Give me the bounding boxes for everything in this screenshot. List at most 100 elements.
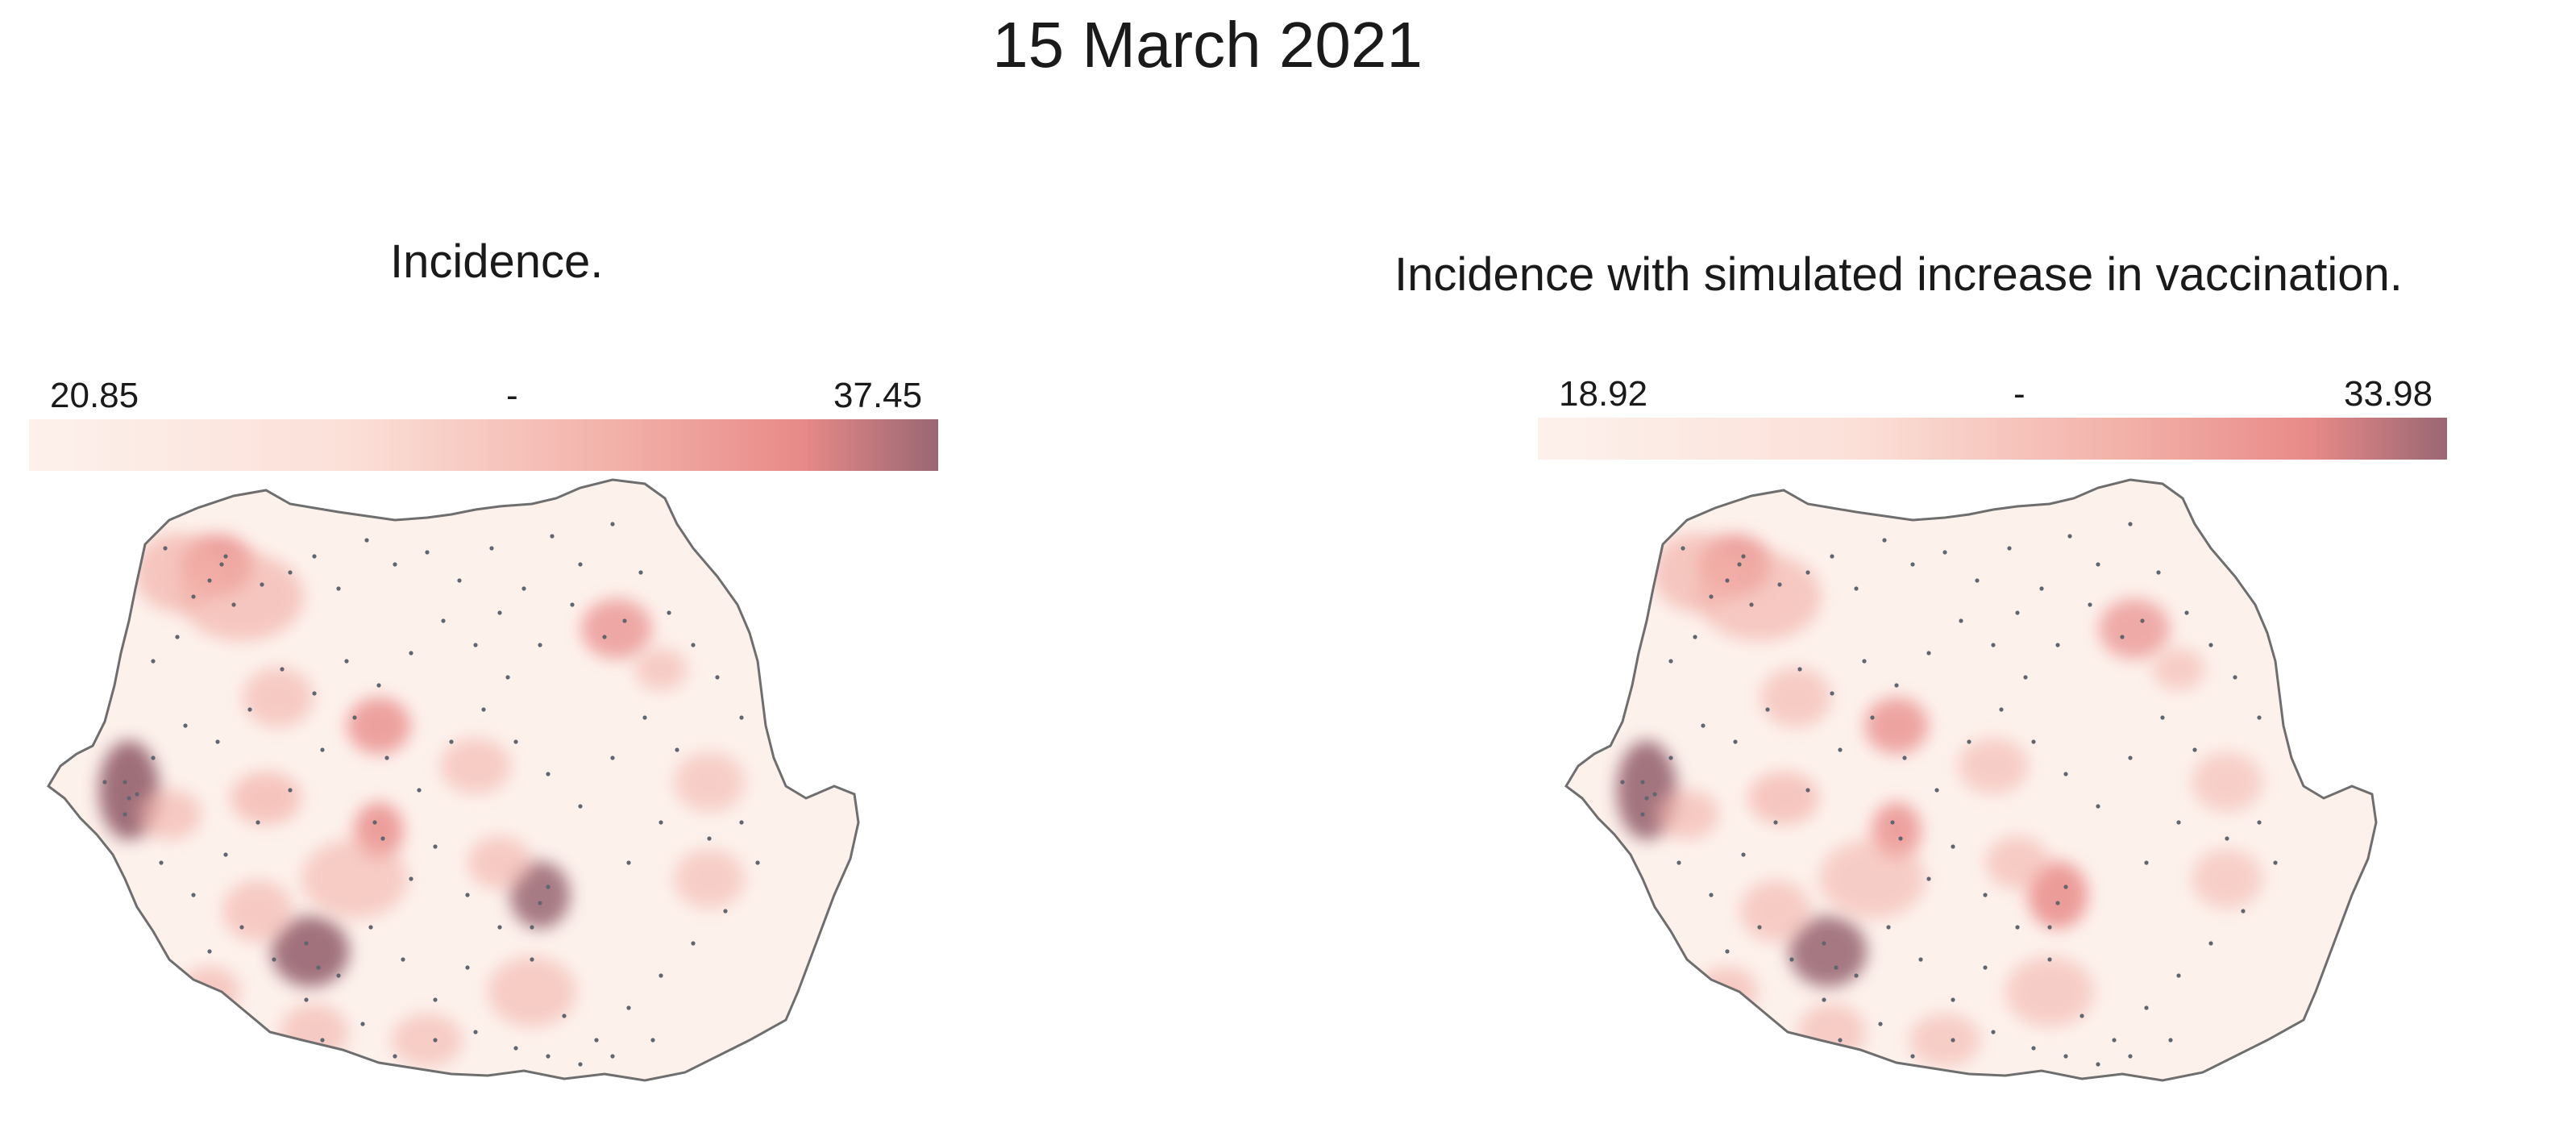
legend-color-bar [29, 419, 938, 471]
station-point [1983, 893, 1988, 897]
station-point [675, 747, 679, 752]
station-point [2225, 836, 2229, 841]
station-point [384, 755, 389, 760]
station-point [546, 1054, 551, 1059]
hotspot [347, 697, 411, 755]
station-point [1890, 820, 1895, 825]
station-point [2047, 957, 2052, 962]
station-point [505, 675, 510, 680]
station-point [360, 1022, 365, 1026]
station-point [2007, 546, 2012, 551]
station-point [550, 534, 555, 539]
station-point [280, 667, 285, 672]
station-point [2047, 925, 2052, 930]
station-point [2112, 1038, 2117, 1043]
station-point [288, 788, 293, 793]
station-point [2055, 643, 2060, 647]
station-point [151, 755, 156, 760]
station-point [2079, 1014, 2084, 1018]
station-point [667, 610, 671, 615]
station-point [1805, 788, 1810, 793]
station-point [352, 715, 357, 720]
station-point [2015, 925, 2020, 930]
station-point [409, 651, 413, 656]
hotspot [2192, 751, 2262, 813]
station-point [1951, 997, 1955, 1002]
station-point [320, 1038, 325, 1043]
station-point [1822, 941, 1826, 946]
hotspot [674, 751, 745, 813]
station-point [650, 1038, 655, 1043]
station-point [1834, 965, 1839, 970]
station-point [1983, 965, 1988, 970]
page-title: 15 March 2021 [992, 9, 1423, 81]
station-point [562, 1014, 567, 1018]
station-point [1709, 594, 1714, 599]
station-point [1805, 570, 1810, 575]
station-point [2096, 1062, 2100, 1067]
station-point [2257, 820, 2262, 825]
station-point [272, 957, 276, 962]
station-point [231, 602, 236, 607]
station-point [2176, 973, 2181, 978]
station-point [239, 925, 244, 930]
station-point [1910, 562, 1915, 567]
station-point [1926, 651, 1931, 656]
station-point [2273, 860, 2278, 865]
station-point [1951, 1038, 1955, 1043]
heat-map [47, 478, 860, 1082]
hotspot [1697, 552, 1822, 641]
station-point [336, 586, 341, 591]
legend-min-label: 18.92 [1559, 374, 1648, 414]
legend-min-label: 20.85 [50, 376, 139, 415]
station-point [530, 957, 534, 962]
station-point [1668, 659, 1673, 664]
hotspot [2192, 848, 2262, 909]
station-point [2096, 804, 2100, 809]
station-point [215, 739, 220, 744]
station-point [546, 885, 551, 889]
station-point [578, 804, 583, 809]
station-point [127, 796, 131, 801]
station-point [1902, 755, 1907, 760]
station-point [465, 965, 470, 970]
station-point [425, 550, 430, 555]
station-point [2015, 610, 2020, 615]
hotspot [2099, 598, 2170, 660]
station-point [312, 691, 317, 696]
station-point [280, 1054, 285, 1059]
hotspot [280, 1003, 348, 1061]
country-border [1564, 478, 2378, 1082]
station-point [316, 965, 321, 970]
station-point [1797, 667, 1802, 672]
station-point [1701, 723, 1706, 728]
station-point [1668, 755, 1673, 760]
station-point [1910, 1054, 1915, 1059]
station-point [1741, 852, 1746, 857]
hotspot [467, 836, 532, 889]
station-point [2088, 602, 2092, 607]
station-point [123, 812, 127, 817]
station-point [401, 957, 405, 962]
station-point [1991, 643, 1996, 647]
station-point [223, 554, 228, 559]
station-point [1975, 578, 1980, 583]
station-point [2120, 635, 2125, 639]
station-point [626, 1005, 631, 1010]
station-point [2160, 715, 2165, 720]
station-point [497, 925, 502, 930]
station-point [1644, 796, 1649, 801]
station-point [1854, 973, 1859, 978]
station-point [2192, 747, 2197, 752]
station-point [489, 546, 494, 551]
station-point [594, 1038, 599, 1043]
station-point [1681, 546, 1685, 551]
hotspot [1985, 836, 2050, 889]
station-point [610, 522, 615, 527]
hotspot [1748, 772, 1819, 825]
hotspot [674, 848, 745, 909]
station-point [1830, 554, 1834, 559]
station-point [256, 820, 260, 825]
hotspot [103, 498, 139, 534]
station-point [135, 792, 139, 797]
